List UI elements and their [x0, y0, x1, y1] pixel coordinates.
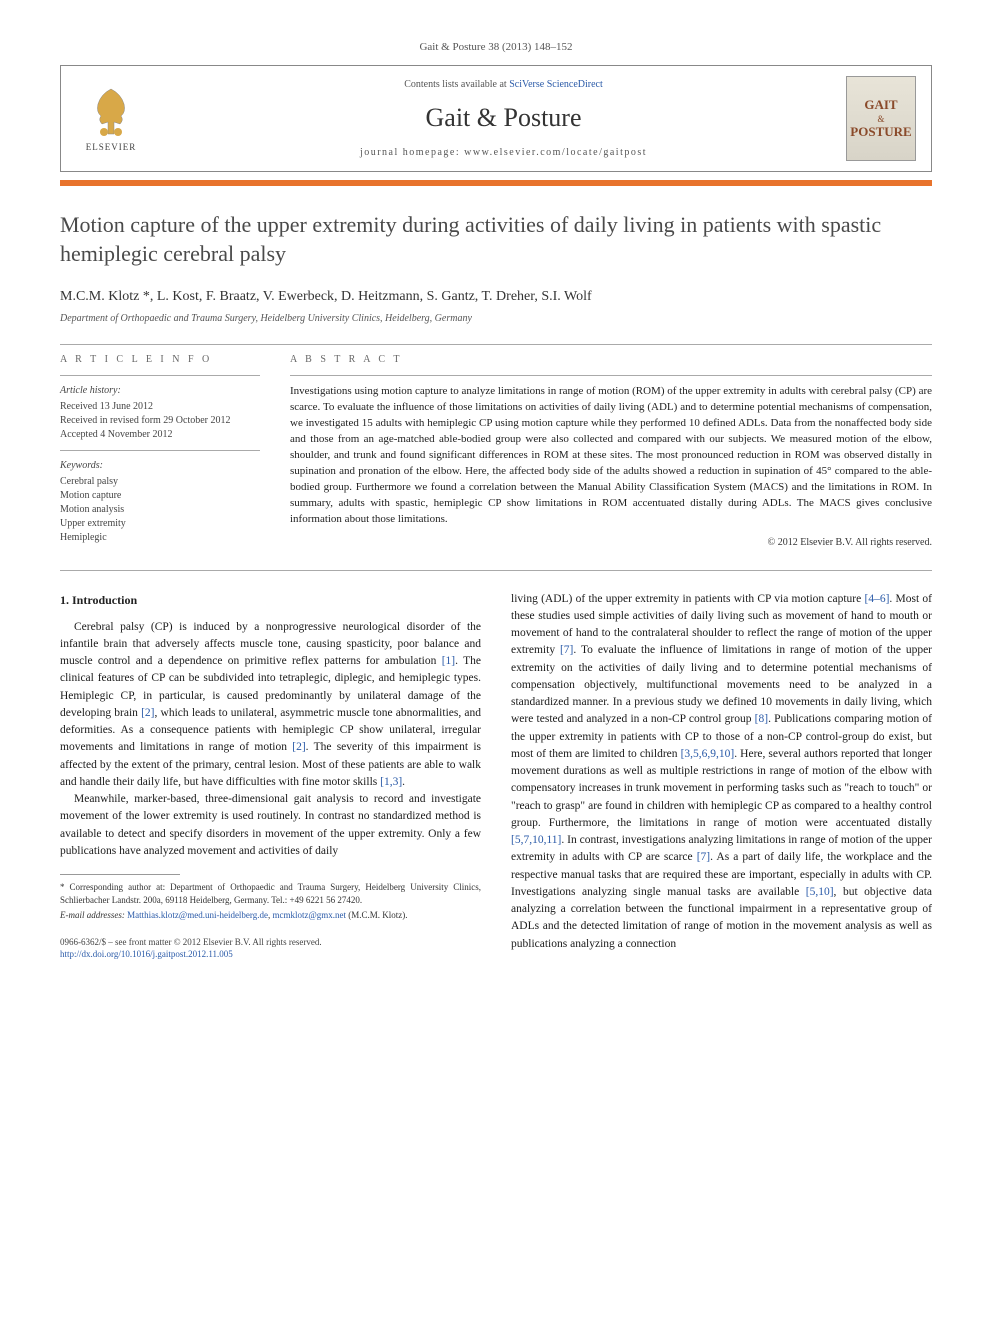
ref-link[interactable]: [8]: [755, 713, 768, 725]
ref-link[interactable]: [4–6]: [864, 593, 889, 605]
abstract-heading: A B S T R A C T: [290, 353, 932, 367]
email-link[interactable]: Matthias.klotz@med.uni-heidelberg.de: [127, 910, 268, 920]
homepage-prefix: journal homepage:: [360, 147, 464, 158]
paragraph: Meanwhile, marker-based, three-dimension…: [60, 791, 481, 860]
email-footnote: E-mail addresses: Matthias.klotz@med.uni…: [60, 909, 481, 922]
keywords-heading: Keywords:: [60, 459, 260, 473]
ref-link[interactable]: [2]: [141, 707, 154, 719]
section-heading: 1. Introduction: [60, 591, 481, 609]
elsevier-label: ELSEVIER: [86, 141, 137, 154]
footnote-divider: [60, 874, 180, 875]
revised-date: Received in revised form 29 October 2012: [60, 414, 260, 428]
body-columns: 1. Introduction Cerebral palsy (CP) is i…: [60, 591, 932, 961]
doi-link[interactable]: http://dx.doi.org/10.1016/j.gaitpost.201…: [60, 949, 233, 959]
received-date: Received 13 June 2012: [60, 400, 260, 414]
accepted-date: Accepted 4 November 2012: [60, 428, 260, 442]
keyword: Hemiplegic: [60, 531, 260, 545]
ref-link[interactable]: [7]: [697, 851, 710, 863]
cover-word-1: GAIT: [864, 98, 897, 112]
ref-link[interactable]: [7]: [560, 644, 573, 656]
email-link[interactable]: mcmklotz@gmx.net: [273, 910, 347, 920]
ref-link[interactable]: [5,7,10,11]: [511, 834, 561, 846]
sciencedirect-link[interactable]: SciVerse ScienceDirect: [509, 79, 603, 90]
history-heading: Article history:: [60, 384, 260, 398]
ref-link[interactable]: [2]: [292, 741, 305, 753]
article-info-heading: A R T I C L E I N F O: [60, 353, 260, 367]
ref-link[interactable]: [1,3]: [380, 776, 402, 788]
ref-link[interactable]: [3,5,6,9,10]: [681, 748, 735, 760]
divider: [60, 344, 932, 345]
affiliation: Department of Orthopaedic and Trauma Sur…: [60, 312, 932, 326]
homepage-line: journal homepage: www.elsevier.com/locat…: [161, 146, 846, 160]
paragraph: living (ADL) of the upper extremity in p…: [511, 591, 932, 953]
keyword: Cerebral palsy: [60, 475, 260, 489]
publisher-banner: ELSEVIER Contents lists available at Sci…: [60, 65, 932, 172]
abstract-column: A B S T R A C T Investigations using mot…: [290, 353, 932, 549]
divider: [60, 570, 932, 571]
info-abstract-row: A R T I C L E I N F O Article history: R…: [60, 353, 932, 549]
keyword: Motion capture: [60, 489, 260, 503]
left-column: 1. Introduction Cerebral palsy (CP) is i…: [60, 591, 481, 961]
journal-cover-thumbnail: GAIT & POSTURE: [846, 76, 916, 161]
keyword: Upper extremity: [60, 517, 260, 531]
article-info-column: A R T I C L E I N F O Article history: R…: [60, 353, 260, 549]
authors-list: M.C.M. Klotz *, L. Kost, F. Braatz, V. E…: [60, 287, 932, 307]
footer: 0966-6362/$ – see front matter © 2012 El…: [60, 936, 481, 961]
citation-header: Gait & Posture 38 (2013) 148–152: [60, 40, 932, 55]
abstract-text: Investigations using motion capture to a…: [290, 384, 932, 527]
corresponding-author-footnote: * Corresponding author at: Department of…: [60, 881, 481, 906]
right-column: living (ADL) of the upper extremity in p…: [511, 591, 932, 961]
accent-bar: [60, 180, 932, 186]
cover-word-2: POSTURE: [850, 125, 911, 139]
keyword: Motion analysis: [60, 503, 260, 517]
contents-prefix: Contents lists available at: [404, 79, 509, 90]
paragraph: Cerebral palsy (CP) is induced by a nonp…: [60, 619, 481, 792]
contents-line: Contents lists available at SciVerse Sci…: [161, 78, 846, 92]
ref-link[interactable]: [5,10]: [806, 886, 834, 898]
abstract-copyright: © 2012 Elsevier B.V. All rights reserved…: [290, 536, 932, 550]
journal-name: Gait & Posture: [161, 100, 846, 136]
ref-link[interactable]: [1]: [442, 655, 455, 667]
front-matter-line: 0966-6362/$ – see front matter © 2012 El…: [60, 936, 481, 949]
homepage-url[interactable]: www.elsevier.com/locate/gaitpost: [464, 147, 647, 158]
elsevier-logo: ELSEVIER: [76, 79, 146, 159]
article-title: Motion capture of the upper extremity du…: [60, 211, 932, 268]
banner-center: Contents lists available at SciVerse Sci…: [161, 78, 846, 160]
elsevier-tree-icon: [86, 84, 136, 139]
